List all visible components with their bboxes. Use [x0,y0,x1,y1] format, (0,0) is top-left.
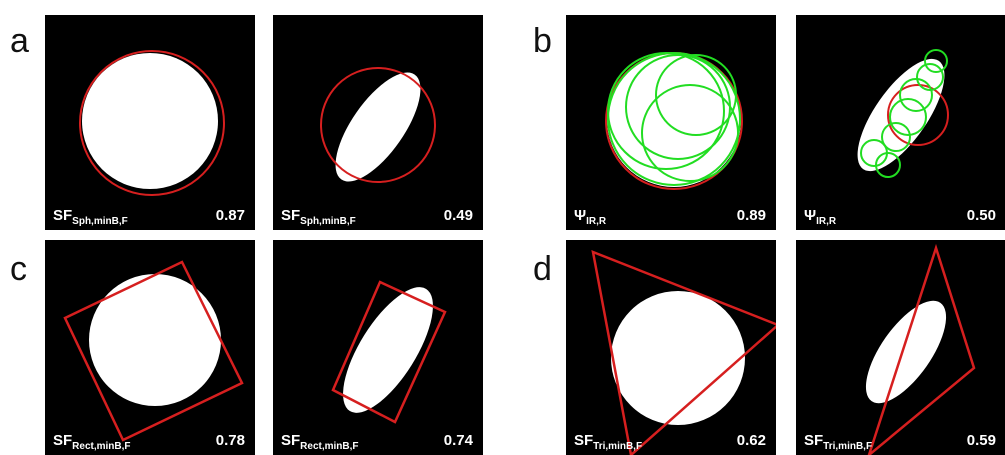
shape-factor-value: 0.89 [737,207,766,224]
panel-letter: a [10,22,29,60]
image-panel: ΨIR,R 0.89 [566,15,776,230]
image-panel: SFTri,minB,F 0.62 [566,240,778,455]
image-panel: SFSph,minB,F 0.49 [273,15,483,230]
particle [89,274,221,406]
image-panel: SFTri,minB,F 0.59 [796,240,1005,455]
label-main: Ψ [574,207,586,224]
label-subscript: Rect,minB,F [300,441,358,452]
particle [82,53,218,189]
label-main: SF [804,432,823,449]
shape-factor-value: 0.62 [737,432,766,449]
figure: aSFSph,minB,F0.87SFSph,minB,F0.49bΨIR,R0… [0,0,1005,455]
shape-factor-value: 0.49 [444,207,473,224]
label-main: SF [281,432,300,449]
label-subscript: Sph,minB,F [72,216,128,227]
shape-factor-value: 0.50 [967,207,996,224]
image-panel: ΨIR,R 0.50 [796,15,1005,230]
label-subscript: Tri,minB,F [823,441,872,452]
panel-letter: b [533,22,552,60]
image-panel: SFSph,minB,F 0.87 [45,15,255,230]
label-subscript: IR,R [586,216,607,227]
label-main: SF [574,432,593,449]
panel-letter: c [10,250,27,288]
shape-factor-value: 0.74 [444,432,474,449]
label-main: SF [281,207,300,224]
label-main: Ψ [804,207,816,224]
panel-letter: d [533,250,552,288]
label-main: SF [53,432,72,449]
label-subscript: Tri,minB,F [593,441,642,452]
shape-factor-value: 0.59 [967,432,996,449]
shape-factor-value: 0.78 [216,432,245,449]
label-subscript: Rect,minB,F [72,441,130,452]
particle [611,291,745,425]
image-panel: SFRect,minB,F 0.74 [273,240,483,455]
shape-factor-value: 0.87 [216,207,245,224]
label-subscript: IR,R [816,216,837,227]
image-panel: SFRect,minB,F 0.78 [45,240,255,455]
label-main: SF [53,207,72,224]
label-subscript: Sph,minB,F [300,216,356,227]
